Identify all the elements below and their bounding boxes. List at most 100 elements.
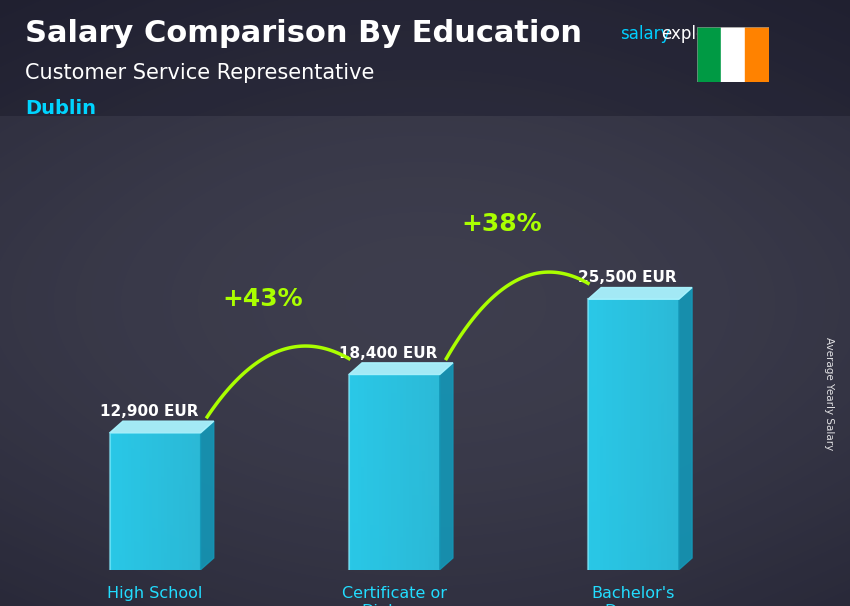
Bar	[627, 299, 631, 570]
Bar	[670, 299, 673, 570]
Bar	[631, 299, 633, 570]
Bar	[643, 299, 646, 570]
Polygon shape	[201, 421, 213, 570]
Text: 12,900 EUR: 12,900 EUR	[100, 404, 199, 419]
Bar	[146, 433, 149, 570]
Bar	[410, 375, 412, 570]
Bar	[189, 433, 191, 570]
Bar	[367, 375, 370, 570]
Text: Dublin: Dublin	[25, 99, 96, 119]
Text: explorer: explorer	[661, 25, 730, 43]
Bar	[431, 375, 434, 570]
Bar	[633, 299, 637, 570]
Bar	[377, 375, 379, 570]
Bar	[676, 299, 679, 570]
Bar	[173, 433, 176, 570]
Bar	[654, 299, 658, 570]
Bar	[745, 27, 769, 82]
Bar	[156, 433, 158, 570]
Bar	[666, 299, 670, 570]
Bar	[397, 375, 400, 570]
Bar	[197, 433, 201, 570]
Bar	[425, 375, 428, 570]
Bar	[125, 433, 127, 570]
Text: 18,400 EUR: 18,400 EUR	[339, 345, 438, 361]
Bar	[615, 299, 618, 570]
Text: Average Yearly Salary: Average Yearly Salary	[824, 338, 834, 450]
Bar	[434, 375, 437, 570]
Bar	[609, 299, 612, 570]
Bar	[625, 299, 627, 570]
Bar	[113, 433, 116, 570]
Bar	[673, 299, 676, 570]
Bar	[618, 299, 621, 570]
Bar	[122, 433, 125, 570]
Bar	[416, 375, 418, 570]
Bar	[621, 299, 625, 570]
Bar	[128, 433, 131, 570]
Bar	[697, 27, 721, 82]
Bar	[604, 299, 606, 570]
Bar	[428, 375, 431, 570]
Bar	[418, 375, 422, 570]
Bar	[348, 375, 352, 570]
Bar	[646, 299, 649, 570]
Text: +38%: +38%	[462, 211, 542, 236]
Bar	[364, 375, 367, 570]
Bar	[412, 375, 416, 570]
Bar	[664, 299, 666, 570]
Bar	[382, 375, 385, 570]
Bar	[140, 433, 143, 570]
Polygon shape	[679, 287, 692, 570]
Bar	[167, 433, 170, 570]
Bar	[195, 433, 197, 570]
Bar	[185, 433, 189, 570]
Bar	[660, 299, 664, 570]
Bar	[149, 433, 152, 570]
Polygon shape	[110, 421, 213, 433]
Bar	[373, 375, 377, 570]
Polygon shape	[348, 363, 453, 375]
Bar	[406, 375, 410, 570]
Bar	[588, 299, 591, 570]
Bar	[394, 375, 397, 570]
Bar	[191, 433, 195, 570]
Bar	[600, 299, 604, 570]
Bar	[606, 299, 609, 570]
Bar	[176, 433, 179, 570]
Text: Salary Comparison By Education: Salary Comparison By Education	[25, 19, 582, 47]
Bar	[388, 375, 391, 570]
Bar	[170, 433, 173, 570]
Text: 25,500 EUR: 25,500 EUR	[579, 270, 677, 285]
Bar	[612, 299, 615, 570]
Bar	[639, 299, 643, 570]
Bar	[137, 433, 140, 570]
Bar	[437, 375, 439, 570]
Polygon shape	[588, 287, 692, 299]
Bar	[134, 433, 137, 570]
Bar	[162, 433, 164, 570]
Text: salary: salary	[620, 25, 671, 43]
Bar	[385, 375, 388, 570]
Bar	[637, 299, 639, 570]
Bar	[183, 433, 185, 570]
Bar	[652, 299, 654, 570]
Bar	[355, 375, 358, 570]
Bar	[119, 433, 122, 570]
Bar	[649, 299, 652, 570]
Bar	[361, 375, 364, 570]
Bar	[422, 375, 425, 570]
Bar	[591, 299, 594, 570]
Bar	[658, 299, 660, 570]
Bar	[721, 27, 745, 82]
Bar	[370, 375, 373, 570]
Bar	[158, 433, 162, 570]
Bar	[352, 375, 355, 570]
Bar	[358, 375, 361, 570]
Bar	[0, 0, 850, 116]
Bar	[597, 299, 600, 570]
Bar	[179, 433, 183, 570]
Bar	[110, 433, 113, 570]
Text: .com: .com	[714, 25, 755, 43]
Bar	[404, 375, 406, 570]
